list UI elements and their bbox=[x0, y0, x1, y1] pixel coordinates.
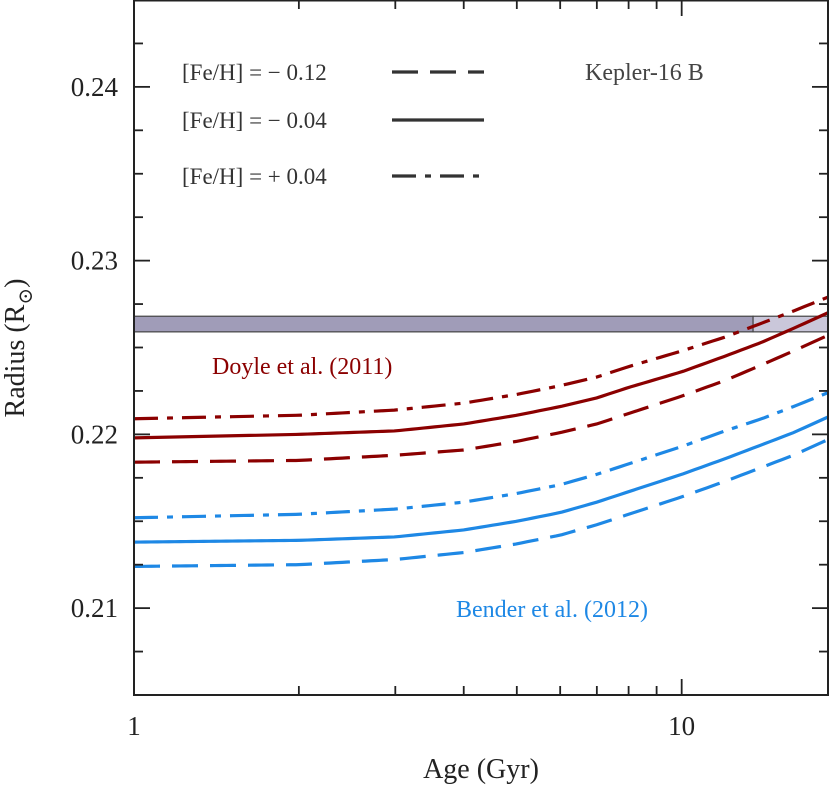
curve-bender-dashdot bbox=[133, 391, 829, 520]
y-axis-label-main: Radius (R bbox=[0, 304, 31, 417]
curve-bender-dashed bbox=[133, 438, 829, 569]
curve-bender-solid bbox=[133, 415, 829, 544]
y-tick-label: 0.21 bbox=[71, 593, 118, 623]
legend-label-feh-minus-012: [Fe/H] = − 0.12 bbox=[182, 60, 327, 85]
curve-doyle-solid bbox=[133, 311, 829, 440]
curve-doyle-dashed bbox=[133, 333, 829, 464]
y-tick-label: 0.24 bbox=[71, 72, 119, 102]
group-label-doyle: Doyle et al. (2011) bbox=[212, 354, 392, 380]
curve-doyle-dashdot bbox=[133, 295, 829, 421]
y-tick-label: 0.22 bbox=[71, 419, 118, 449]
x-tick-label: 1 bbox=[127, 711, 141, 741]
legend-label-feh-minus-004: [Fe/H] = − 0.04 bbox=[182, 108, 327, 133]
x-axis-label: Age (Gyr) bbox=[423, 754, 539, 785]
observed-radius-band bbox=[133, 315, 754, 333]
y-axis-label-sun-symbol: ⊙ bbox=[15, 288, 37, 305]
y-tick-label: 0.23 bbox=[71, 246, 118, 276]
plot-frame bbox=[133, 0, 829, 696]
group-label-bender: Bender et al. (2012) bbox=[456, 597, 648, 623]
y-axis-label-close: ) bbox=[0, 279, 31, 288]
object-label: Kepler-16 B bbox=[585, 60, 704, 86]
legend-label-feh-plus-004: [Fe/H] = + 0.04 bbox=[182, 164, 327, 189]
y-axis-label: Radius (R⊙) bbox=[0, 279, 37, 418]
x-tick-label: 10 bbox=[668, 711, 695, 741]
